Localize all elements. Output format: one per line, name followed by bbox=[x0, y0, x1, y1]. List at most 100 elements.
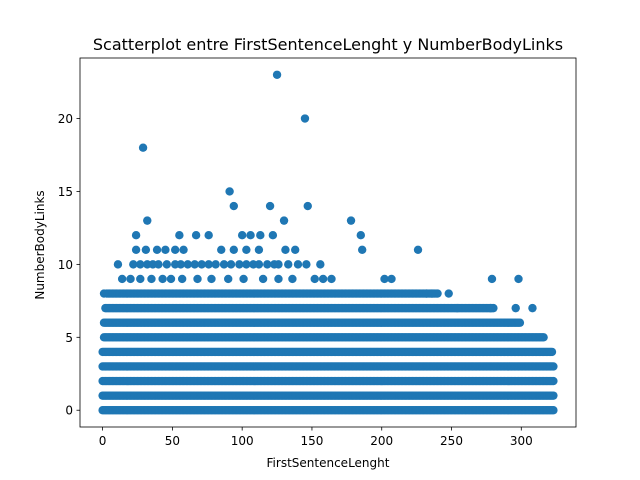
data-point bbox=[136, 274, 145, 284]
data-point bbox=[427, 289, 437, 298]
data-point bbox=[136, 260, 145, 269]
data-point bbox=[413, 245, 423, 254]
data-point bbox=[239, 274, 248, 284]
x-axis-label: FirstSentenceLenght bbox=[267, 456, 390, 470]
data-point bbox=[117, 274, 127, 284]
data-point bbox=[444, 289, 453, 298]
data-point bbox=[302, 260, 311, 269]
data-point bbox=[274, 260, 283, 269]
data-point bbox=[549, 362, 558, 371]
data-point bbox=[387, 274, 396, 284]
data-point bbox=[225, 187, 234, 196]
y-tick-label: 10 bbox=[58, 258, 73, 272]
x-tick-label: 0 bbox=[99, 434, 107, 448]
x-tick-label: 100 bbox=[231, 434, 254, 448]
data-point bbox=[268, 231, 278, 240]
data-point bbox=[254, 245, 264, 254]
data-point bbox=[147, 274, 156, 284]
data-point bbox=[511, 303, 520, 313]
data-point bbox=[380, 274, 389, 284]
data-point bbox=[549, 406, 558, 415]
data-point bbox=[175, 231, 184, 240]
data-point bbox=[279, 216, 289, 225]
y-tick-label: 15 bbox=[58, 185, 73, 199]
data-point bbox=[258, 274, 268, 284]
data-point bbox=[154, 260, 163, 269]
data-point bbox=[166, 274, 176, 284]
data-points bbox=[98, 70, 558, 415]
data-point bbox=[162, 260, 172, 269]
data-point bbox=[310, 274, 319, 284]
data-point bbox=[237, 231, 247, 240]
data-point bbox=[486, 303, 495, 313]
x-tick-label: 50 bbox=[165, 434, 180, 448]
data-point bbox=[235, 260, 244, 269]
data-point bbox=[300, 114, 310, 123]
data-point bbox=[272, 70, 282, 79]
data-point bbox=[229, 201, 238, 211]
data-point bbox=[549, 376, 558, 386]
x-tick-label: 150 bbox=[300, 434, 323, 448]
data-point bbox=[288, 274, 297, 284]
data-point bbox=[318, 274, 328, 284]
data-point bbox=[226, 260, 236, 269]
data-point bbox=[191, 231, 201, 240]
data-point bbox=[131, 245, 141, 254]
y-axis-label: NumberBodyLinks bbox=[33, 190, 47, 299]
y-tick-label: 5 bbox=[65, 331, 73, 345]
data-point bbox=[179, 245, 188, 254]
data-point bbox=[197, 260, 206, 269]
data-point bbox=[284, 260, 293, 269]
data-point bbox=[204, 231, 213, 240]
data-point bbox=[126, 274, 135, 284]
data-point bbox=[356, 231, 365, 240]
y-axis-ticks: 0 5 10 15 20 bbox=[58, 112, 80, 418]
data-point bbox=[219, 260, 229, 269]
y-tick-label: 20 bbox=[58, 112, 73, 126]
data-point bbox=[129, 260, 138, 269]
data-point bbox=[265, 201, 275, 211]
data-point bbox=[224, 274, 233, 284]
data-point bbox=[487, 274, 497, 284]
data-point bbox=[183, 260, 192, 269]
data-point bbox=[176, 260, 185, 269]
data-point bbox=[452, 303, 462, 313]
data-point bbox=[528, 303, 537, 313]
data-point bbox=[211, 260, 220, 269]
data-point bbox=[217, 245, 226, 254]
data-point bbox=[242, 245, 251, 254]
data-point bbox=[242, 260, 251, 269]
data-point bbox=[281, 245, 290, 254]
data-point bbox=[357, 245, 367, 254]
data-point bbox=[143, 216, 152, 225]
data-point bbox=[204, 260, 213, 269]
data-point bbox=[190, 260, 199, 269]
data-point bbox=[131, 231, 141, 240]
chart-title: Scatterplot entre FirstSentenceLenght y … bbox=[93, 35, 563, 54]
data-point bbox=[193, 274, 202, 284]
data-point bbox=[346, 216, 356, 225]
data-point bbox=[138, 143, 148, 152]
data-point bbox=[229, 245, 238, 254]
data-point bbox=[99, 289, 109, 298]
data-point bbox=[316, 260, 325, 269]
data-point bbox=[515, 318, 525, 327]
x-tick-label: 200 bbox=[370, 434, 393, 448]
data-point bbox=[161, 245, 170, 254]
x-tick-label: 300 bbox=[510, 434, 533, 448]
data-point bbox=[254, 260, 264, 269]
data-point bbox=[141, 245, 151, 254]
data-point bbox=[291, 245, 300, 254]
data-point bbox=[263, 260, 272, 269]
data-point bbox=[549, 391, 558, 400]
axes-frame bbox=[79, 57, 577, 428]
data-point bbox=[246, 231, 255, 240]
data-point bbox=[207, 274, 216, 284]
y-tick-label: 0 bbox=[65, 404, 73, 418]
data-point bbox=[539, 333, 548, 342]
data-point bbox=[547, 347, 557, 357]
data-point bbox=[177, 274, 187, 284]
data-point bbox=[293, 260, 303, 269]
